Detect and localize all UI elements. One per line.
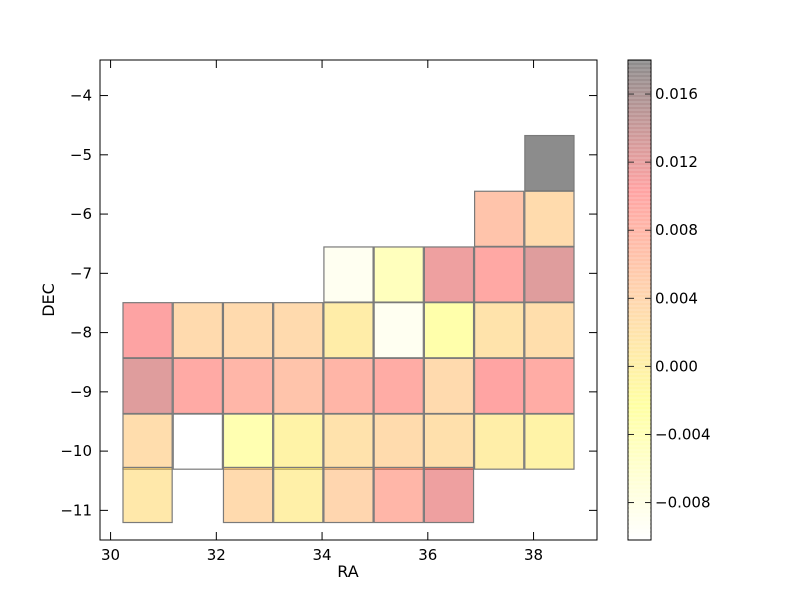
heatmap-cell (373, 246, 424, 303)
y-tick-label: −6 (70, 205, 92, 223)
y-tick-label: −10 (60, 442, 92, 460)
heatmap-cell (423, 357, 475, 415)
heatmap-cell (373, 413, 424, 470)
x-tick-label: 38 (524, 546, 543, 564)
heatmap-cell (474, 413, 525, 470)
heatmap-cell (172, 413, 223, 470)
y-tick-label: −8 (70, 324, 92, 342)
colorbar-tick-label: −0.008 (655, 494, 711, 512)
heatmap-cell (273, 413, 324, 470)
x-axis: 30 32 34 36 38 (101, 60, 543, 564)
heatmap-cell (474, 246, 525, 303)
heatmap-cell (524, 413, 575, 470)
heatmap-cell (474, 302, 525, 359)
heatmap-cell (323, 302, 374, 359)
y-axis-label: DEC (39, 283, 58, 317)
heatmap-cell (423, 246, 475, 303)
heatmap-cell (222, 302, 274, 359)
colorbar-frame (627, 59, 652, 541)
plot-frame (99, 59, 598, 541)
colorbar-tick-label: −0.004 (655, 425, 711, 443)
colorbar-fill (628, 60, 651, 540)
colorbar-tick-label: 0.004 (655, 289, 698, 307)
heatmap-cell (323, 413, 374, 470)
heatmap-cell (273, 357, 324, 415)
x-tick-label: 34 (313, 546, 332, 564)
colorbar-tick-label: 0.000 (655, 357, 698, 375)
heatmap-cell (323, 466, 374, 524)
heatmap-cell (423, 302, 475, 359)
heatmap-cell (172, 302, 223, 359)
heatmap-cell (524, 190, 575, 247)
heatmap-cell (524, 302, 575, 359)
y-axis: −4 −5 −6 −7 −8 −9 −10 −11 (60, 87, 597, 519)
heatmap-cell (423, 466, 475, 524)
heatmap-cell (323, 357, 374, 415)
heatmap-cell (122, 466, 173, 524)
y-tick-label: −11 (60, 501, 92, 519)
heatmap-cell (222, 413, 274, 470)
heatmap-cell (222, 357, 274, 415)
heatmap-cell (122, 302, 173, 359)
x-tick-label: 30 (101, 546, 120, 564)
heatmap-cell (474, 357, 525, 415)
heatmap-cell (423, 413, 475, 470)
heatmap-cell (373, 466, 424, 524)
heatmap-cell (222, 466, 274, 524)
heatmap-cell (524, 357, 575, 415)
heatmap-cell (323, 246, 374, 303)
colorbar-tick-label: 0.008 (655, 221, 698, 239)
y-tick-label: −5 (70, 146, 92, 164)
heatmap-cell (122, 357, 173, 415)
heatmap-cell (524, 134, 575, 192)
heatmap-cell (122, 413, 173, 470)
plot-area (100, 60, 597, 540)
y-tick-label: −7 (70, 264, 92, 282)
y-tick-label: −9 (70, 383, 92, 401)
x-tick-label: 36 (418, 546, 437, 564)
heatmap-cell (373, 302, 424, 359)
colorbar-ticks: −0.008 −0.004 0.000 0.004 0.008 0.012 0.016 (628, 61, 711, 539)
heatmap-cell (273, 302, 324, 359)
heatmap-cell (373, 357, 424, 415)
y-tick-label: −4 (70, 87, 92, 105)
colorbar-tick-label: 0.012 (655, 153, 698, 171)
heatmap-cell (273, 466, 324, 524)
heatmap-cell (172, 357, 223, 415)
heatmap-cell (524, 246, 575, 303)
colorbar-tick-label: 0.016 (655, 85, 698, 103)
heatmap-cell (474, 190, 525, 247)
heatmap-cells (122, 134, 575, 524)
x-axis-label: RA (337, 562, 358, 581)
x-tick-label: 32 (207, 546, 226, 564)
